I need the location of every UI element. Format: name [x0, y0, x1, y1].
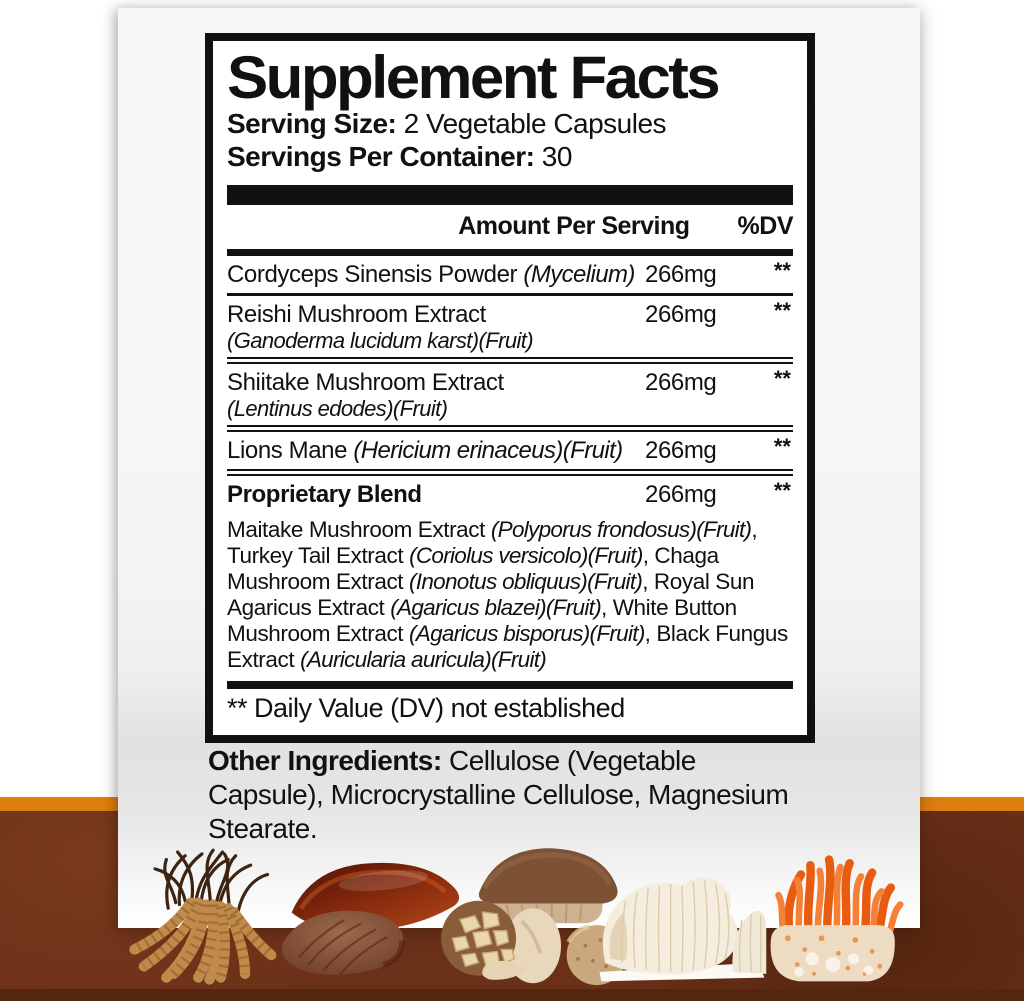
ingredient-name: Reishi Mushroom Extract — [227, 301, 486, 328]
mushroom-photo-strip — [112, 834, 912, 988]
ingredient-row: Reishi Mushroom Extract (Ganoderma lucidu… — [227, 296, 793, 357]
ingredient-amount: 266mg — [645, 261, 717, 288]
row-separator — [227, 469, 793, 476]
header-divider-bar — [227, 249, 793, 256]
daily-value-footnote: ** Daily Value (DV) not established — [227, 693, 625, 723]
ingredient-dv: ** — [773, 298, 791, 323]
serving-size-line: Serving Size: 2 Vegetable Capsules — [227, 107, 793, 140]
ingredient-name: Shiitake Mushroom Extract — [227, 369, 504, 396]
ingredient-name: Proprietary Blend — [227, 481, 422, 508]
ingredient-row: Proprietary Blend 266mg ** — [227, 476, 793, 513]
reishi-mushroom-image — [282, 862, 460, 975]
supplement-facts-panel: Supplement Facts Serving Size: 2 Vegetab… — [205, 33, 815, 743]
ingredient-dv: ** — [773, 366, 791, 391]
ingredient-rows: Cordyceps Sinensis Powder (Mycelium) 266m… — [227, 256, 793, 513]
other-ingredients: Other Ingredients: Cellulose (Vegetable … — [208, 744, 808, 846]
dv-header: %DV — [737, 212, 794, 240]
bottom-edge-strip — [0, 989, 1024, 1001]
cordyceps-sinensis-image — [129, 848, 277, 985]
ingredient-latin-name: (Lentinus edodes)(Fruit) — [227, 396, 448, 421]
shiitake-mushrooms-image — [441, 848, 627, 986]
serving-size-value: 2 Vegetable Capsules — [396, 108, 667, 139]
ingredient-amount: 266mg — [645, 301, 717, 328]
ingredient-name: Cordyceps Sinensis Powder (Mycelium) — [227, 261, 635, 288]
amount-per-serving-header: Amount Per Serving — [458, 212, 690, 240]
ingredient-row: Cordyceps Sinensis Powder (Mycelium) 266m… — [227, 256, 793, 293]
row-separator — [227, 357, 793, 364]
label-card: Supplement Facts Serving Size: 2 Vegetab… — [118, 8, 920, 928]
lions-mane-mushroom-image — [599, 876, 767, 982]
ingredient-amount: 266mg — [645, 481, 717, 508]
serving-size-label: Serving Size: — [227, 108, 397, 139]
ingredient-row: Lions Mane (Hericium erinaceus)(Fruit) 26… — [227, 432, 793, 469]
ingredient-dv: ** — [773, 434, 791, 459]
ingredient-amount: 266mg — [645, 369, 717, 396]
footnote-divider-bar — [227, 681, 793, 689]
ingredient-amount: 266mg — [645, 437, 717, 464]
row-separator — [227, 425, 793, 432]
row-separator — [227, 293, 793, 296]
thick-divider-bar — [227, 185, 793, 205]
other-ingredients-label: Other Ingredients: — [208, 745, 442, 776]
ingredient-latin-name: (Ganoderma lucidum karst)(Fruit) — [227, 328, 534, 353]
ingredient-name: Lions Mane (Hericium erinaceus)(Fruit) — [227, 437, 623, 464]
servings-value: 30 — [534, 141, 573, 172]
table-header: Amount Per Serving %DV — [227, 211, 793, 241]
panel-title: Supplement Facts — [227, 44, 721, 111]
other-ingredients-value: Cellulose (Vegetable Capsule), Microcrys… — [208, 745, 789, 844]
ingredient-dv: ** — [773, 258, 791, 283]
servings-label: Servings Per Container: — [227, 141, 535, 172]
servings-per-container-line: Servings Per Container: 30 — [227, 140, 793, 173]
ingredient-dv: ** — [773, 478, 791, 503]
proprietary-blend-description: Maitake Mushroom Extract (Polyporus fron… — [227, 517, 788, 672]
ingredient-row: Shiitake Mushroom Extract (Lentinus edode… — [227, 364, 793, 425]
cordyceps-militaris-image — [771, 855, 905, 982]
